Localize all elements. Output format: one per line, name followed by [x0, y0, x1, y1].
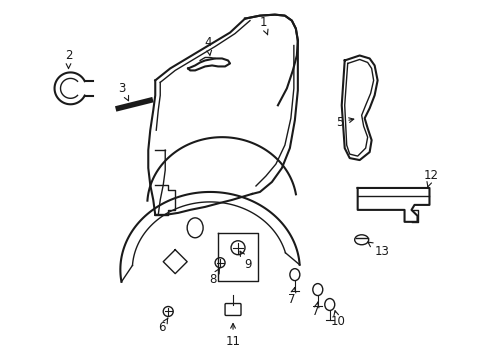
Text: 8: 8 — [209, 268, 220, 286]
Text: 13: 13 — [367, 242, 388, 258]
Text: 11: 11 — [225, 324, 240, 348]
Text: 10: 10 — [329, 311, 345, 328]
Text: 1: 1 — [259, 16, 267, 35]
Text: 6: 6 — [158, 318, 167, 334]
Text: 3: 3 — [119, 82, 128, 101]
Text: 4: 4 — [204, 36, 211, 55]
Text: 2: 2 — [64, 49, 72, 68]
Text: 9: 9 — [240, 251, 251, 271]
Text: 12: 12 — [423, 168, 438, 187]
Text: 5: 5 — [335, 116, 353, 129]
Text: 7: 7 — [287, 287, 295, 306]
Text: 7: 7 — [311, 302, 319, 318]
